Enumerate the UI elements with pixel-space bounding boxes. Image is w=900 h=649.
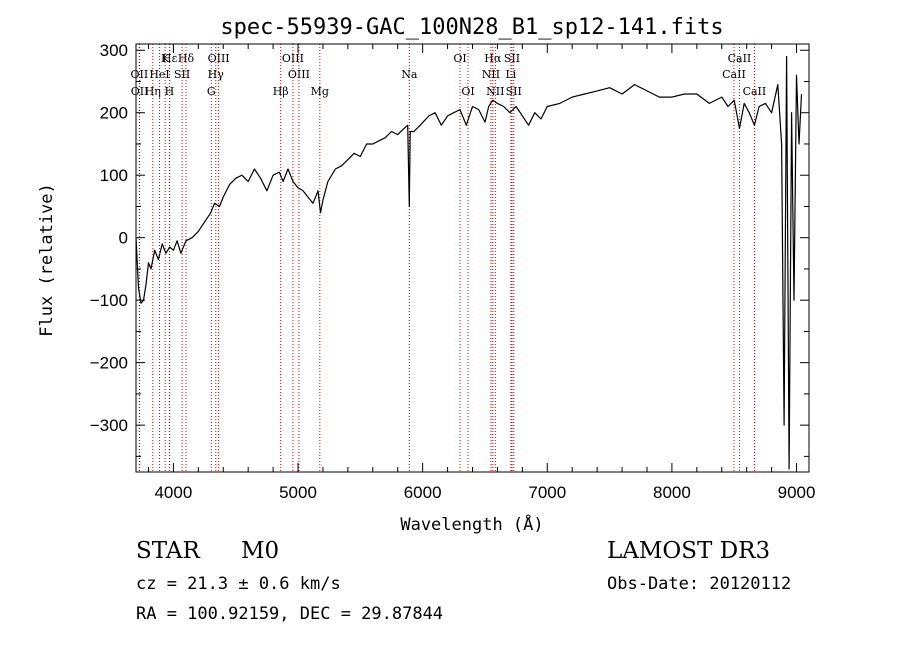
marker-label-19: Hη (145, 85, 161, 98)
x-tick-label-2: 6000 (404, 483, 442, 502)
y-tick-label-2: −100 (90, 291, 128, 310)
chart-title: spec-55939-GAC_100N28_B1_sp12-141.fits (220, 15, 723, 40)
marker-label-7: CaII (728, 52, 752, 65)
y-tick-label-6: 300 (100, 41, 128, 60)
survey-name: LAMOST DR3 (607, 538, 771, 564)
marker-label-16: Li (505, 68, 516, 81)
marker-label-5: Hα (484, 52, 502, 65)
marker-label-25: NII (486, 85, 504, 98)
marker-label-18: OII (131, 85, 149, 98)
y-tick-label-3: 0 (119, 229, 128, 248)
marker-label-13: OIII (288, 68, 310, 81)
marker-label-14: Na (401, 68, 418, 81)
y-tick-label-5: 200 (100, 104, 128, 123)
marker-label-12: Hγ (208, 68, 225, 81)
x-tick-label-0: 4000 (154, 483, 192, 502)
marker-label-24: OI (461, 85, 474, 98)
obs-date: Obs-Date: 20120112 (607, 574, 792, 594)
y-axis-label: Flux (relative) (37, 183, 57, 337)
marker-label-26: SII (506, 85, 522, 98)
marker-label-15: NII (482, 68, 500, 81)
y-tick-label-0: −300 (90, 416, 128, 435)
series-line-flux (135, 55, 803, 470)
y-tick-label-1: −200 (90, 354, 128, 373)
marker-label-3: OIII (282, 52, 304, 65)
marker-label-4: OI (453, 52, 466, 65)
marker-label-23: Mg (311, 85, 329, 98)
x-tick-label-3: 7000 (528, 483, 566, 502)
y-axis: −300 −200 −100 0 100 200 300 (90, 41, 809, 457)
marker-label-20: H (165, 85, 175, 98)
marker-label-11: SII (174, 68, 190, 81)
marker-label-1: Hδ (178, 52, 195, 65)
marker-label-10: HeI (149, 68, 169, 81)
x-axis: 4000 5000 6000 7000 8000 9000 (147, 44, 816, 502)
marker-label-21: G (207, 85, 216, 98)
marker-label-6: SII (504, 52, 520, 65)
object-class: STAR (136, 538, 200, 564)
marker-label-2: OIII (208, 52, 230, 65)
flux-series (135, 55, 803, 470)
marker-label-27: CaII (743, 85, 767, 98)
marker-label-0: Hε (162, 52, 178, 65)
marker-label-8: K (161, 52, 170, 65)
x-tick-label-1: 5000 (279, 483, 317, 502)
x-tick-label-5: 9000 (778, 483, 816, 502)
x-tick-label-4: 8000 (653, 483, 691, 502)
marker-label-22: Hβ (273, 85, 289, 98)
coordinates: RA = 100.92159, DEC = 29.87844 (136, 604, 444, 624)
redshift-text: cz = 21.3 ± 0.6 km/s (136, 574, 341, 594)
y-tick-label-4: 100 (100, 166, 128, 185)
subclass: M0 (241, 538, 280, 564)
marker-label-17: CaII (722, 68, 746, 81)
x-axis-label: Wavelength (Å) (400, 513, 543, 535)
